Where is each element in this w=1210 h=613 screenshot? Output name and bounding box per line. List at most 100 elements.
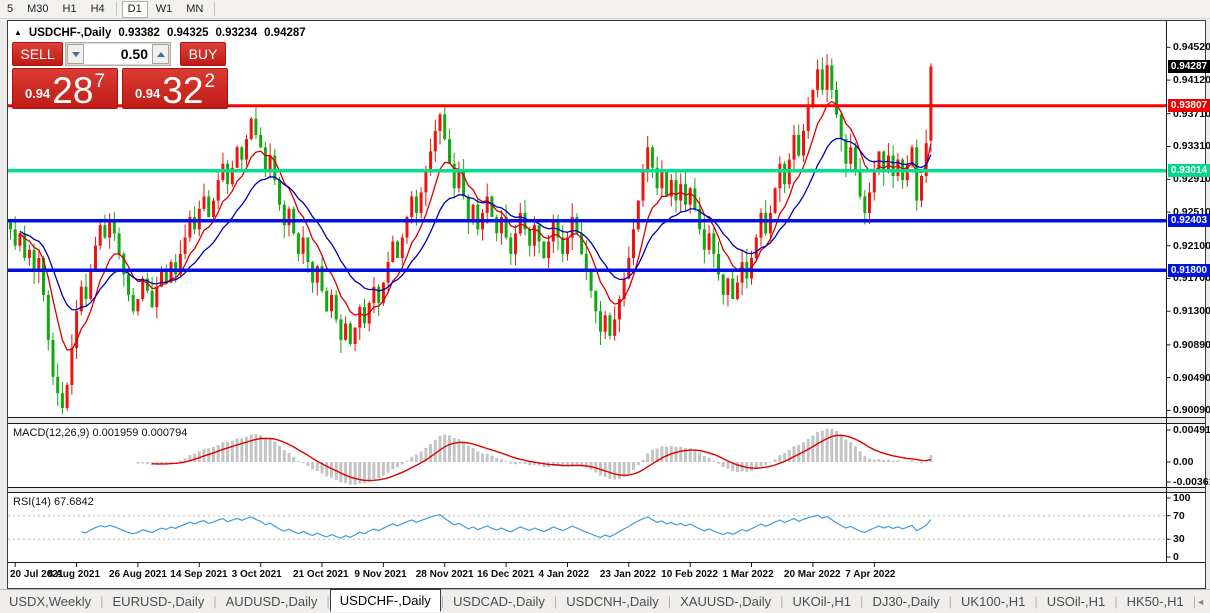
timeframe-button-H1[interactable]: H1 — [62, 2, 77, 15]
spinner-up-icon — [156, 51, 165, 57]
quote-high: 0.94325 — [166, 27, 209, 39]
buy-price-button[interactable]: 0.94 32 2 — [122, 68, 228, 109]
quote-low: 0.93234 — [215, 27, 258, 39]
toolbar-separator — [214, 2, 216, 16]
date-axis-label: 8 Aug 2021 — [47, 569, 101, 580]
timeframe-button-W1[interactable]: W1 — [155, 2, 173, 15]
timeframe-button-D1[interactable]: D1 — [121, 0, 148, 18]
date-axis-label: 20 Mar 2022 — [783, 569, 841, 580]
rsi-line — [81, 513, 932, 539]
date-axis-label: 16 Dec 2021 — [477, 569, 535, 580]
tab-separator: | — [860, 594, 864, 609]
macd-axis-label: -0.003614 — [1173, 476, 1210, 488]
chart-title-row: ▲ USDCHF-,Daily 0.93382 0.94325 0.93234 … — [14, 27, 306, 39]
rsi-axis-label: 70 — [1173, 509, 1185, 522]
sell-price-prefix: 0.94 — [24, 86, 51, 101]
price-axis-label: 0.90890 — [1173, 338, 1210, 351]
chart-tab-hk50-h1[interactable]: HK50-,H1 — [1126, 593, 1184, 609]
collapse-panel-icon[interactable]: ▲ — [14, 28, 22, 37]
price-axis-label: 0.91300 — [1173, 305, 1210, 318]
tab-separator: | — [440, 594, 445, 609]
chart-tab-usdcnh-daily[interactable]: USDCNH-,Daily — [566, 593, 659, 609]
tab-separator: | — [1114, 594, 1118, 609]
tab-separator: | — [213, 594, 217, 609]
ma-fast-line — [19, 100, 932, 351]
date-axis-label: 9 Nov 2021 — [354, 569, 407, 580]
sell-price-button[interactable]: 0.94 28 7 — [12, 68, 118, 109]
date-axis-label: 10 Feb 2022 — [661, 569, 718, 580]
price-axis-label: 0.94120 — [1173, 74, 1210, 87]
volume-decrease-button[interactable] — [67, 44, 84, 64]
quote-close: 0.94287 — [264, 27, 306, 39]
price-axis-label: 0.94520 — [1173, 41, 1210, 54]
tab-separator: | — [1034, 594, 1038, 609]
rsi-value: 67.6842 — [53, 496, 94, 508]
chart-window: ▲ USDCHF-,Daily 0.93382 0.94325 0.93234 … — [7, 20, 1210, 589]
chart-canvas — [8, 21, 1205, 588]
volume-increase-button[interactable] — [152, 44, 169, 64]
tab-separator: | — [948, 594, 953, 609]
tab-scroll-left-icon[interactable]: ◄ — [1196, 596, 1206, 607]
sell-button[interactable]: SELL — [12, 42, 63, 66]
date-axis-label: 14 Sep 2021 — [170, 569, 228, 580]
chart-tab-dj30-daily[interactable]: DJ30-,Daily — [872, 593, 940, 609]
rsi-axis-label: 0 — [1173, 551, 1179, 563]
date-axis-label: 20 Jul 2021 — [10, 569, 64, 580]
chart-tab-usdchf-daily[interactable]: USDCHF-,Daily — [329, 589, 441, 612]
tab-separator: | — [326, 594, 330, 609]
chart-tab-eurusd-daily[interactable]: EURUSD-,Daily — [112, 593, 205, 609]
price-badge: 0.94287 — [1168, 59, 1210, 73]
rsi-indicator-label: RSI(14) 67.6842 — [13, 496, 94, 508]
macd-axis-label: 0.004913 — [1173, 424, 1210, 436]
price-chart-svg — [8, 21, 1205, 587]
chart-tab-usoil-h1[interactable]: USOil-,H1 — [1046, 593, 1106, 609]
date-axis-label: 4 Jan 2022 — [538, 569, 590, 580]
volume-input[interactable] — [84, 44, 152, 64]
chart-symbol-title: USDCHF-,Daily — [28, 27, 112, 39]
chart-tab-xauusd-daily[interactable]: XAUUSD-,Daily — [680, 593, 772, 609]
one-click-trading-panel: SELL BUY 0.94 28 7 0.94 32 2 — [12, 42, 228, 109]
buy-button[interactable]: BUY — [180, 42, 226, 66]
price-axis-label: 0.90090 — [1173, 404, 1210, 417]
date-axis-label: 1 Mar 2022 — [722, 569, 774, 580]
price-badge: 0.93014 — [1168, 164, 1210, 178]
ma-slow-line — [19, 137, 932, 311]
chart-tab-usdcad-daily[interactable]: USDCAD-,Daily — [453, 593, 545, 609]
macd-main-value: 0.001959 — [92, 427, 139, 439]
spinner-down-icon — [71, 51, 80, 57]
tab-separator: | — [100, 594, 104, 609]
tab-separator: | — [667, 594, 672, 609]
quote-open: 0.93382 — [118, 27, 160, 39]
timeframe-button-H4[interactable]: H4 — [90, 2, 105, 15]
buy-price-big-digits: 32 — [162, 70, 204, 111]
date-axis-label: 28 Nov 2021 — [415, 569, 474, 580]
price-badge: 0.92403 — [1168, 214, 1210, 228]
buy-price-pip-digit: 2 — [204, 71, 216, 92]
price-badge: 0.93807 — [1168, 99, 1210, 113]
date-axis-label: 26 Aug 2021 — [108, 569, 167, 580]
macd-indicator-label: MACD(12,26,9) 0.001959 0.000794 — [13, 427, 188, 439]
chart-tab-usdx-weekly[interactable]: USDX,Weekly — [9, 593, 92, 609]
date-axis-label: 7 Apr 2022 — [845, 569, 896, 580]
tab-separator: | — [780, 594, 784, 609]
rsi-axis-label: 100 — [1173, 492, 1191, 504]
macd-signal-line — [152, 434, 932, 482]
tab-separator: | — [553, 594, 558, 609]
timeframe-button-M30[interactable]: M30 — [27, 2, 49, 15]
macd-axis-label: 0.00 — [1173, 456, 1194, 468]
date-axis-label: 21 Oct 2021 — [293, 569, 349, 580]
timeframe-button-5[interactable]: 5 — [7, 2, 14, 15]
price-axis-label: 0.90490 — [1173, 371, 1210, 384]
timeframe-button-MN[interactable]: MN — [186, 2, 204, 15]
chart-tab-audusd-daily[interactable]: AUDUSD-,Daily — [225, 593, 318, 609]
date-axis-label: 3 Oct 2021 — [231, 569, 282, 580]
chart-tab-bar: USDX,Weekly | EURUSD-,Daily | AUDUSD-,Daily |… — [0, 589, 1210, 613]
sell-price-pip-digit: 7 — [94, 71, 106, 92]
date-axis-label: 23 Jan 2022 — [599, 569, 656, 580]
chart-tab-ukoil-h1[interactable]: UKOil-,H1 — [792, 593, 852, 609]
rsi-axis-label: 30 — [1173, 533, 1185, 546]
price-axis-label: 0.93310 — [1173, 140, 1210, 153]
chart-tab-uk100-h1[interactable]: UK100-,H1 — [961, 593, 1026, 609]
tab-separator: | — [1192, 594, 1197, 609]
macd-signal-value: 0.000794 — [141, 427, 188, 439]
